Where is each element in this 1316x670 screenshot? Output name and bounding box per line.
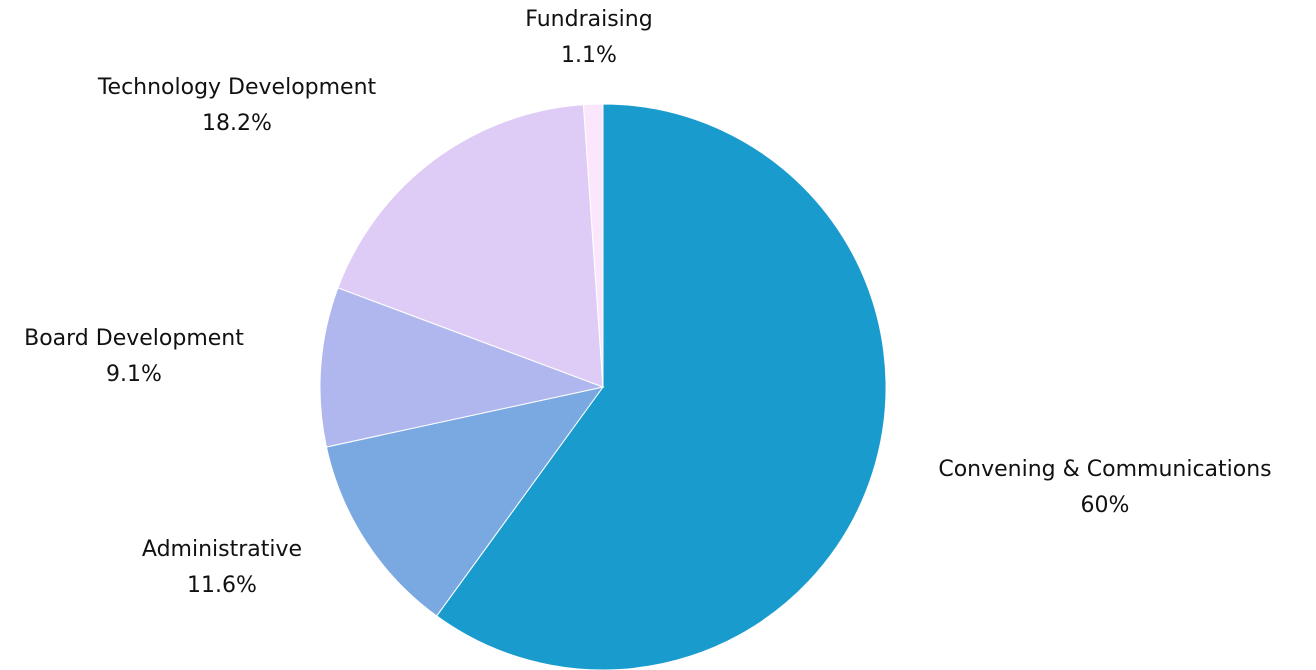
slice-label-board-development: Board Development bbox=[24, 326, 244, 351]
slice-value-technology-development: 18.2% bbox=[202, 111, 272, 136]
slices-layer bbox=[319, 103, 887, 670]
slice-label-fundraising: Fundraising bbox=[525, 7, 652, 32]
slice-label-convening-communications: Convening & Communications bbox=[938, 457, 1271, 482]
pie-slice-administrative bbox=[325, 386, 605, 617]
pie-slice-fundraising bbox=[582, 103, 604, 388]
slice-value-administrative: 11.6% bbox=[187, 573, 257, 598]
slice-value-board-development: 9.1% bbox=[106, 362, 162, 387]
slice-value-fundraising: 1.1% bbox=[561, 43, 617, 68]
pie-slice-convening-communications bbox=[435, 103, 887, 670]
slice-value-convening-communications: 60% bbox=[1081, 493, 1130, 518]
slice-label-technology-development: Technology Development bbox=[97, 75, 377, 100]
labels-layer: Convening & Communications 60% Administrat… bbox=[24, 7, 1272, 598]
pie-slice-board-development bbox=[319, 287, 605, 448]
pie-slice-technology-development bbox=[337, 104, 604, 388]
slice-label-administrative: Administrative bbox=[142, 537, 302, 562]
